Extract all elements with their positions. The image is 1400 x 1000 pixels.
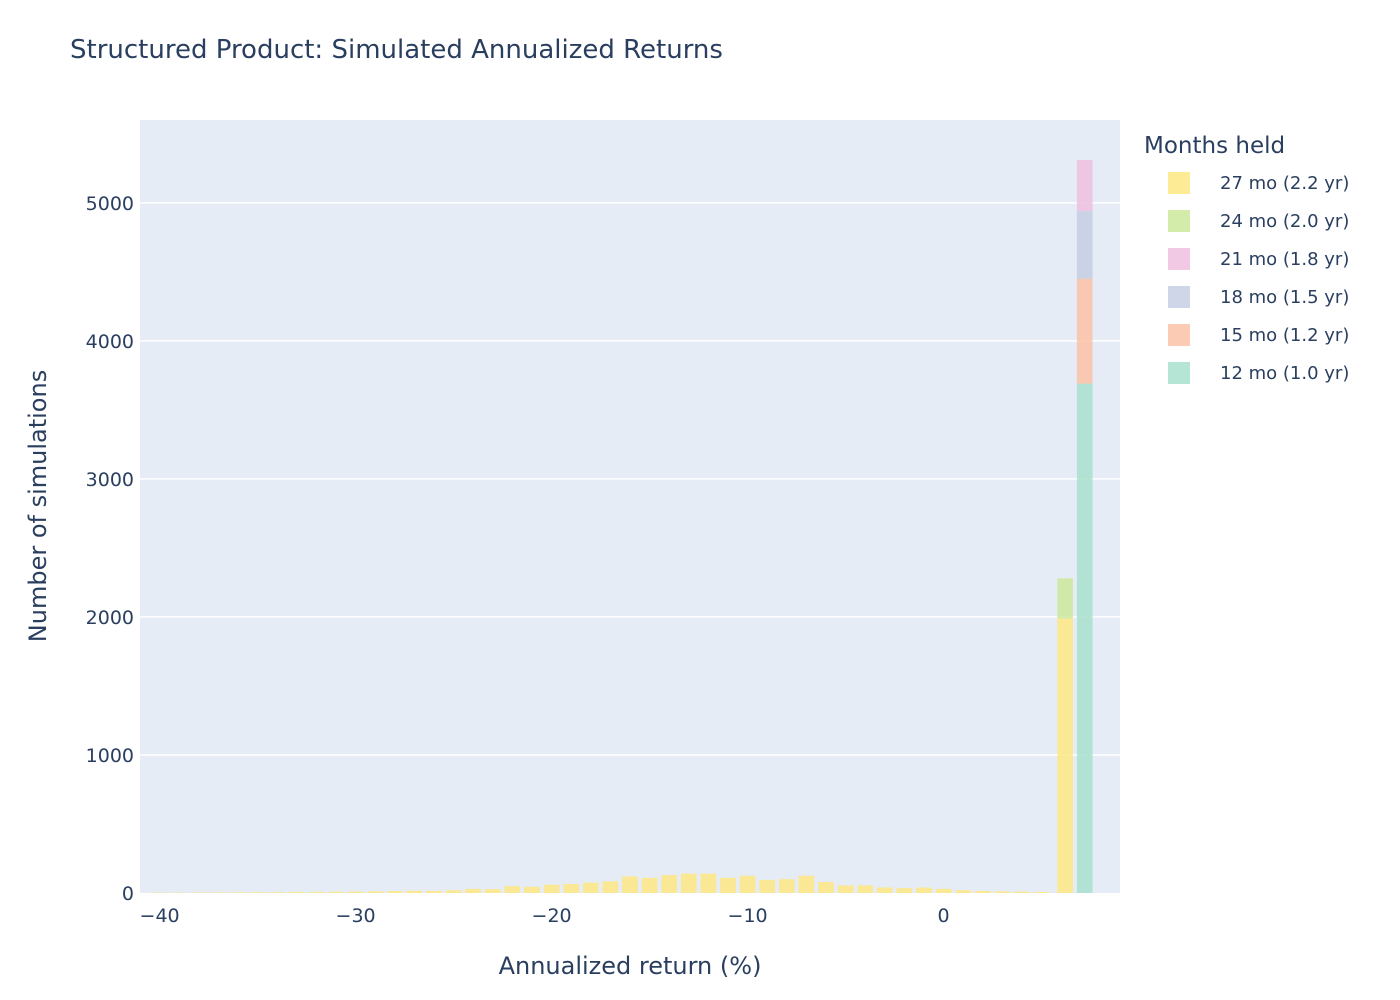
histogram-bar (543, 884, 560, 893)
y-tick-label: 5000 (86, 193, 134, 215)
histogram-bar (308, 891, 325, 893)
histogram-bar (504, 886, 521, 893)
histogram-bar (955, 890, 972, 893)
bars (151, 160, 1093, 893)
histogram-bar (1076, 383, 1093, 893)
legend-swatch (1168, 286, 1190, 308)
legend-item[interactable]: 12 mo (1.0 yr) (1168, 362, 1349, 384)
histogram-bar (974, 890, 991, 893)
legend-label: 12 mo (1.0 yr) (1220, 363, 1349, 384)
histogram-bar (524, 886, 540, 893)
histogram-bar (406, 890, 423, 893)
histogram-bar (661, 875, 678, 893)
x-tick-label: −30 (336, 905, 376, 927)
legend-item[interactable]: 21 mo (1.8 yr) (1168, 248, 1349, 270)
y-tick-label: 1000 (86, 745, 134, 767)
histogram-bar (288, 891, 305, 893)
histogram-bar (386, 891, 403, 893)
histogram-bar (916, 887, 932, 893)
legend-item[interactable]: 24 mo (2.0 yr) (1168, 210, 1349, 232)
y-axis-title: Number of simulations (24, 370, 52, 642)
histogram-bar (1076, 211, 1093, 279)
legend-item[interactable]: 27 mo (2.2 yr) (1168, 172, 1349, 194)
histogram-bar (896, 888, 913, 893)
histogram-bar (1014, 891, 1030, 893)
histogram-bar (210, 892, 227, 893)
histogram-bar (426, 890, 442, 893)
x-tick-label: −10 (728, 905, 768, 927)
histogram-bar (739, 875, 756, 893)
histogram-bar (720, 877, 736, 893)
histogram-bar (680, 873, 697, 893)
legend-label: 24 mo (2.0 yr) (1220, 211, 1349, 232)
y-tick-label: 4000 (86, 331, 134, 353)
legend-swatch (1168, 248, 1190, 270)
histogram-bar (1057, 578, 1073, 619)
histogram-bar (994, 891, 1011, 893)
histogram-bar (602, 881, 619, 893)
legend-label: 18 mo (1.5 yr) (1220, 287, 1349, 308)
chart-title: Structured Product: Simulated Annualized… (70, 35, 723, 65)
legend-swatch (1168, 210, 1190, 232)
grid-lines (140, 202, 1120, 756)
legend-swatch (1168, 324, 1190, 346)
histogram-bar (700, 873, 717, 893)
histogram-bar (935, 888, 952, 893)
histogram-bar (798, 875, 815, 893)
histogram-bar (249, 892, 266, 893)
legend-title: Months held (1144, 133, 1285, 159)
y-axis-ticks: 0 1000 2000 3000 4000 5000 (86, 193, 134, 905)
y-tick-label: 0 (122, 883, 134, 905)
histogram-bar (465, 888, 482, 893)
histogram-bar (1033, 891, 1050, 893)
plot-area (140, 120, 1120, 893)
histogram-bar (269, 892, 286, 893)
histogram-bar (582, 882, 599, 893)
legend-item[interactable]: 15 mo (1.2 yr) (1168, 324, 1349, 346)
histogram-bar (818, 881, 834, 893)
histogram-bar (1076, 160, 1093, 212)
histogram-bar (484, 889, 501, 893)
x-axis-ticks: −40 −30 −20 −10 0 (140, 905, 950, 927)
histogram-bar (641, 877, 658, 893)
histogram-bar (876, 887, 893, 893)
legend-label: 21 mo (1.8 yr) (1220, 249, 1349, 270)
legend-item[interactable]: 18 mo (1.5 yr) (1168, 286, 1349, 308)
y-tick-label: 3000 (86, 469, 134, 491)
histogram-bar (230, 892, 246, 893)
x-tick-label: −20 (532, 905, 572, 927)
histogram-bar (1057, 618, 1073, 893)
legend: Months held 27 mo (2.2 yr) 24 mo (2.0 yr)… (1144, 133, 1349, 384)
y-tick-label: 2000 (86, 607, 134, 629)
x-axis-title: Annualized return (%) (499, 952, 762, 980)
legend-swatch (1168, 172, 1190, 194)
histogram-bar (857, 885, 874, 893)
histogram-bar (1076, 278, 1093, 384)
legend-label: 15 mo (1.2 yr) (1220, 325, 1349, 346)
histogram-bar (759, 879, 776, 893)
histogram-bar (190, 892, 207, 893)
legend-swatch (1168, 362, 1190, 384)
x-tick-label: 0 (938, 905, 950, 927)
histogram-bar (347, 891, 364, 893)
x-tick-label: −40 (140, 905, 180, 927)
histogram-bar (563, 884, 580, 893)
histogram-bar (367, 891, 384, 893)
legend-label: 27 mo (2.2 yr) (1220, 173, 1349, 194)
histogram-bar (328, 891, 344, 893)
histogram-bar (622, 876, 638, 893)
histogram-bar (837, 885, 854, 893)
histogram-bar (778, 879, 795, 893)
histogram-bar (445, 890, 462, 893)
